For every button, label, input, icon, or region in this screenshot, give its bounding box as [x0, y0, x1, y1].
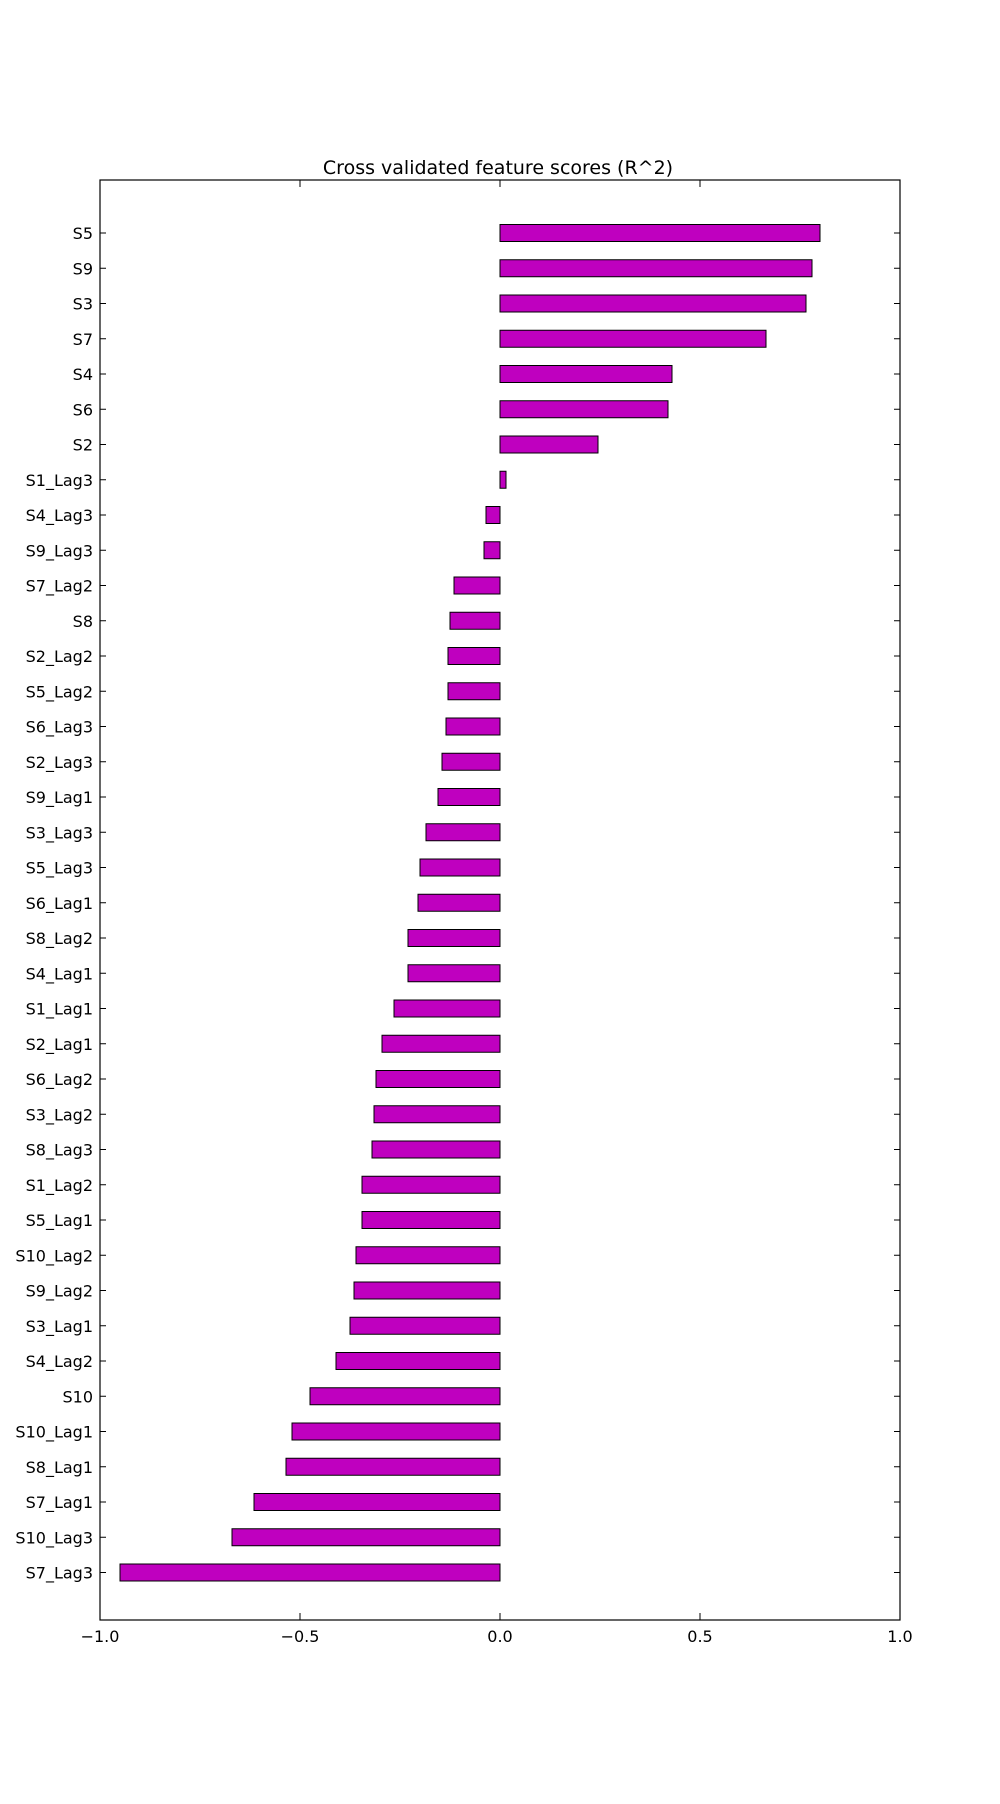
y-tick-label: S5_Lag2: [26, 682, 93, 702]
bar-s9-lag1: [437, 788, 501, 806]
bar-s3-lag3: [425, 823, 501, 842]
y-tick-label: S7: [73, 330, 93, 349]
bar-s8-lag3: [371, 1140, 501, 1159]
y-tick-label: S2_Lag2: [26, 647, 93, 667]
bar-s3-lag1: [349, 1316, 501, 1335]
y-tick-label: S3_Lag3: [26, 823, 93, 843]
y-tick-label: S7_Lag3: [26, 1564, 93, 1584]
bar-s2-lag2: [447, 647, 501, 665]
bar-s7: [499, 329, 767, 348]
y-tick-label: S10: [62, 1387, 93, 1406]
bar-s10: [309, 1387, 501, 1406]
y-tick-label: S6_Lag1: [26, 894, 93, 914]
bar-s9-lag2: [353, 1281, 501, 1300]
x-tick-label: 1.0: [887, 1627, 912, 1646]
y-tick-label: S4: [73, 365, 93, 384]
y-tick-label: S5_Lag3: [26, 859, 93, 879]
bar-s6-lag2: [375, 1070, 501, 1088]
y-tick-label: S6_Lag2: [26, 1070, 93, 1090]
y-tick-label: S2_Lag1: [26, 1035, 93, 1055]
y-tick-label: S9_Lag2: [26, 1282, 93, 1302]
y-tick-label: S9: [73, 259, 93, 278]
bar-s6-lag1: [417, 893, 501, 912]
y-tick-label: S9_Lag1: [26, 788, 93, 808]
y-tick-label: S2_Lag3: [26, 753, 93, 773]
y-tick-label: S7_Lag1: [26, 1493, 93, 1513]
bar-s10-lag2: [355, 1246, 501, 1265]
bar-s2-lag3: [441, 752, 501, 771]
x-tick-label: 0.0: [487, 1627, 512, 1646]
y-tick-label: S6: [73, 400, 93, 419]
bars-group: [119, 224, 821, 1582]
y-tick-label: S1_Lag3: [26, 471, 93, 491]
y-tick-label: S1_Lag2: [26, 1176, 93, 1196]
bar-s9-lag3: [483, 541, 501, 560]
plot-frame: [99, 179, 901, 1621]
bar-s10-lag1: [291, 1422, 501, 1441]
bar-s5-lag3: [419, 858, 501, 877]
y-tick-label: S6_Lag3: [26, 718, 93, 738]
y-tick-label: S5: [73, 224, 93, 243]
y-tick-label: S1_Lag1: [26, 1000, 93, 1020]
bar-s6-lag3: [445, 717, 501, 736]
y-tick-label: S4_Lag3: [26, 506, 93, 526]
y-tick-label: S9_Lag3: [26, 541, 93, 561]
y-tick-label: S3_Lag1: [26, 1317, 93, 1337]
y-tick-label: S4_Lag1: [26, 964, 93, 984]
bar-s7-lag2: [453, 576, 501, 595]
bar-s1-lag2: [361, 1175, 501, 1194]
y-tick-label: S3_Lag2: [26, 1105, 93, 1125]
y-tick-label: S8_Lag2: [26, 929, 93, 949]
chart-title: Cross validated feature scores (R^2): [323, 157, 673, 179]
y-ticks-group: S5 S9 S3 S7 S4 S6 S2 S1_Lag3 S4_Lag3 S9_Lag3 S7_La…: [15, 224, 900, 1584]
bar-s2: [499, 435, 599, 454]
bar-s1-lag1: [393, 999, 501, 1018]
bar-s7-lag3: [119, 1563, 501, 1582]
x-tick-label: −0.5: [281, 1627, 320, 1646]
bar-s6: [499, 400, 669, 419]
bar-s3: [499, 294, 807, 313]
bar-s2-lag1: [381, 1034, 501, 1053]
y-tick-label: S10_Lag1: [15, 1423, 93, 1443]
y-tick-label: S4_Lag2: [26, 1352, 93, 1372]
bar-s5-lag1: [361, 1211, 501, 1229]
bar-s8-lag2: [407, 929, 501, 947]
x-ticks-group: −1.0 −0.5 0.0 0.5 1.0: [81, 180, 913, 1646]
bar-s4: [499, 365, 673, 383]
y-tick-label: S7_Lag2: [26, 577, 93, 597]
y-tick-label: S8_Lag3: [26, 1141, 93, 1161]
y-tick-label: S10_Lag2: [15, 1246, 93, 1266]
bar-s7-lag1: [253, 1493, 501, 1511]
bar-s5-lag2: [447, 682, 501, 701]
bar-s8: [449, 611, 501, 630]
y-tick-label: S10_Lag3: [15, 1528, 93, 1548]
bar-s4-lag3: [485, 506, 501, 524]
bar-s8-lag1: [285, 1457, 501, 1476]
y-tick-label: S8_Lag1: [26, 1458, 93, 1478]
bar-s10-lag3: [231, 1528, 501, 1547]
bar-s5: [499, 224, 821, 242]
bar-s1-lag3: [499, 470, 507, 489]
bar-s4-lag1: [407, 964, 501, 983]
y-tick-label: S2: [73, 436, 93, 455]
x-tick-label: −1.0: [81, 1627, 120, 1646]
bar-s4-lag2: [335, 1352, 501, 1370]
y-tick-label: S5_Lag1: [26, 1211, 93, 1231]
bar-s3-lag2: [373, 1105, 501, 1124]
bar-s9: [499, 259, 813, 278]
y-tick-label: S8: [73, 612, 93, 631]
x-tick-label: 0.5: [687, 1627, 712, 1646]
y-tick-label: S3: [73, 295, 93, 314]
